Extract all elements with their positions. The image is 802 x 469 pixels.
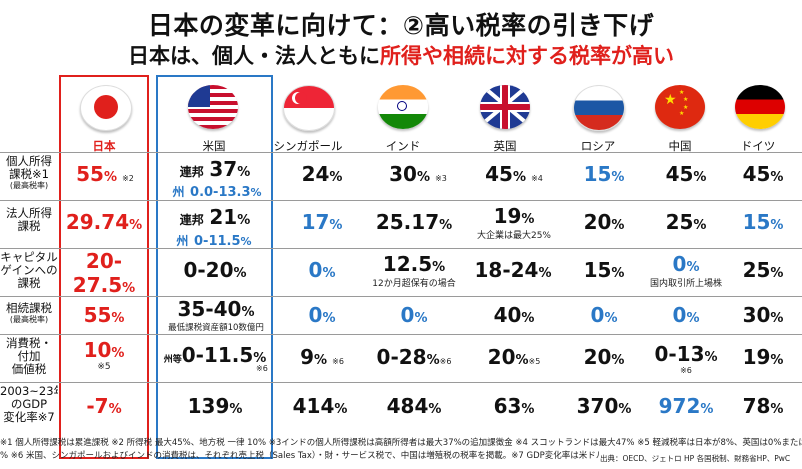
singapore-flag-icon [283, 85, 335, 131]
country-name-singapore: シンガポール [273, 139, 343, 153]
cell-r1-usa-federal: 連邦 37% [179, 157, 251, 181]
row-label-consumption-tax: 消費税・ 付加 価値税 [6, 337, 52, 376]
cell-r4-russia: 0% [590, 303, 618, 327]
row-divider [0, 248, 802, 249]
cell-r1-japan: 55% ※2 [76, 162, 134, 186]
row-label-capital-gains-tax: キャピタル ゲインへの 課税 [0, 251, 58, 290]
cell-r5-india: 0-28%※6 [376, 345, 452, 369]
cell-r5-usa-note: ※6 [256, 364, 268, 373]
cell-r1-singapore: 24% [301, 162, 343, 186]
row-divider [0, 382, 802, 383]
country-name-germany: ドイツ [740, 139, 776, 153]
cell-r6-germany: 78% [742, 394, 784, 418]
row-label-gdp-change: 2003~23年 のGDP 変化率※7 [0, 385, 58, 424]
cell-r3-japan: 20- 27.5% [72, 249, 136, 297]
cell-r3-singapore: 0% [308, 258, 336, 282]
cell-r6-uk: 63% [493, 394, 535, 418]
cell-r5-singapore: 9% ※6 [300, 345, 344, 369]
cell-r3-russia: 15% [583, 258, 625, 282]
row-divider [0, 152, 802, 153]
germany-flag-icon [735, 85, 785, 129]
japan-flag-icon [80, 85, 132, 131]
cell-r2-japan: 29.74% [65, 210, 143, 234]
cell-r1-russia: 15% [583, 162, 625, 186]
cell-r4-uk: 40% [493, 303, 535, 327]
country-name-usa: 米国 [202, 139, 226, 153]
cell-r2-china: 25% [665, 210, 707, 234]
country-name-china: 中国 [668, 139, 692, 153]
cell-r6-india: 484% [386, 394, 442, 418]
cell-r5-russia: 20% [583, 345, 625, 369]
cell-r3-uk: 18-24% [474, 258, 552, 282]
cell-r1-india: 30% ※3 [389, 162, 447, 186]
cell-r1-germany: 45% [742, 162, 784, 186]
cell-r1-uk: 45% ※4 [485, 162, 543, 186]
footnote-line-2: % ※6 米国、シンガポールおよびインドの消費税は、それぞれ売上税（Sales … [0, 451, 600, 461]
cell-r4-germany: 30% [742, 303, 784, 327]
cell-r6-usa: 139% [187, 394, 243, 418]
russia-flag-icon [573, 85, 625, 131]
page-subtitle: 日本は、個人・法人ともに所得や相続に対する税率が高い [0, 40, 802, 70]
cell-r4-singapore: 0% [308, 303, 336, 327]
cell-r3-china: 0% 国内取引所上場株 [649, 252, 722, 289]
india-flag-icon [378, 85, 428, 129]
cell-r6-japan: -7% [86, 394, 122, 418]
cell-r5-usa: 州等0-11.5% [163, 343, 267, 367]
country-name-india: インド [385, 139, 421, 153]
cell-r1-china: 45% [665, 162, 707, 186]
cell-r2-germany: 15% [742, 210, 784, 234]
cell-r4-usa: 35-40% 最低課税資産額10数億円 [168, 297, 264, 333]
china-flag-icon: ★ ★ ★ ★ ★ [655, 85, 705, 129]
usa-flag-icon [188, 85, 238, 129]
cell-r6-singapore: 414% [292, 394, 348, 418]
cell-r2-singapore: 17% [301, 210, 343, 234]
cell-r4-japan: 55% [83, 303, 125, 327]
cell-r2-india: 25.17% [375, 210, 453, 234]
cell-r4-china: 0% [672, 303, 700, 327]
source-note: 出典：OECD、ジェトロ HP 各国税制、財務省HP、PwC [600, 454, 791, 463]
row-label-inheritance-tax: 相続課税 (最高税率) [6, 302, 52, 324]
cell-r5-uk: 20%※5 [487, 345, 541, 369]
country-name-russia: ロシア [580, 139, 616, 153]
cell-r5-japan: 10% ※5 [83, 338, 125, 372]
cell-r6-russia: 370% [576, 394, 632, 418]
cell-r2-usa-federal: 連邦 21% [179, 205, 251, 229]
row-divider [0, 334, 802, 335]
subtitle-highlight: 所得や相続に対する税率が高い [380, 44, 674, 68]
cell-r3-india: 12.5% 12か月超保有の場合 [372, 252, 456, 289]
country-name-uk: 英国 [493, 139, 517, 153]
cell-r3-usa: 0-20% [183, 258, 247, 282]
row-label-personal-income-tax: 個人所得 課税※1 (最高税率) [6, 155, 52, 190]
cell-r5-germany: 19% [742, 345, 784, 369]
cell-r2-russia: 20% [583, 210, 625, 234]
cell-r3-germany: 25% [742, 258, 784, 282]
japan-column-highlight [59, 75, 149, 459]
row-label-corporate-tax: 法人所得 課税 [6, 207, 52, 233]
country-name-japan: 日本 [92, 139, 116, 153]
page-title: 日本の変革に向けて：②高い税率の引き下げ [147, 11, 655, 40]
cell-r6-china: 972% [658, 394, 714, 418]
row-divider [0, 200, 802, 201]
cell-r2-uk: 19% 大企業は最大25% [476, 204, 551, 241]
uk-flag-icon [480, 85, 530, 129]
cell-r5-china: 0-13% ※6 [654, 342, 718, 375]
subtitle-prefix: 日本は、個人・法人ともに [128, 44, 380, 68]
cell-r4-india: 0% [400, 303, 428, 327]
cell-r1-usa-state: 州 0.0-13.3% [172, 185, 262, 200]
footnote-line-1: ※1 個人所得課税は累進課税 ※2 所得税 最大45%、地方税 一律 10% ※… [0, 438, 802, 448]
cell-r2-usa-state: 州 0-11.5% [176, 234, 252, 249]
row-divider [0, 296, 802, 297]
us-column-highlight [156, 75, 273, 459]
